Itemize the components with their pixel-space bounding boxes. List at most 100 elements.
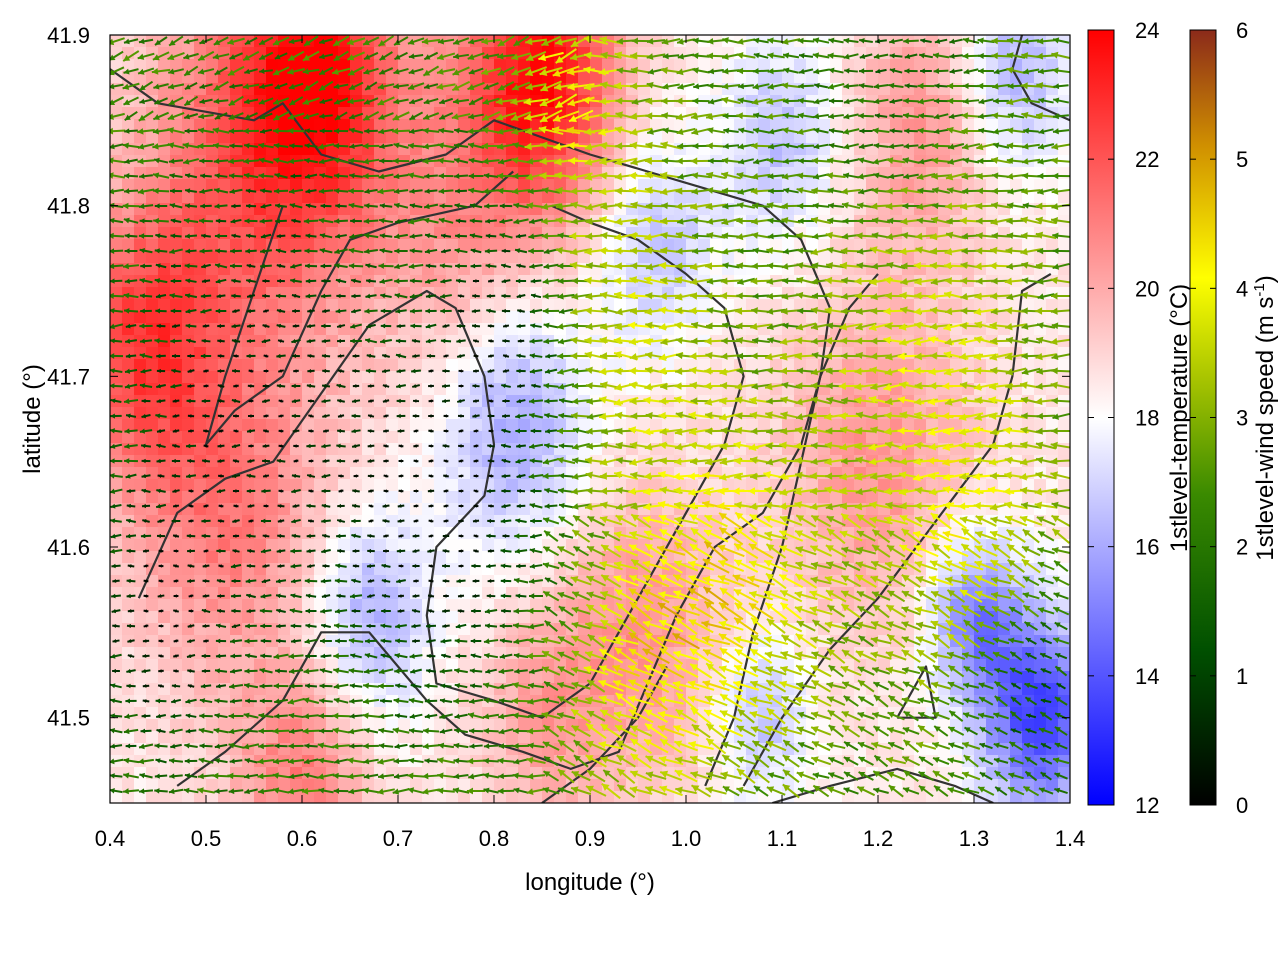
heatmap-cell — [350, 491, 363, 504]
heatmap-cell — [158, 71, 171, 84]
heatmap-cell — [890, 47, 903, 60]
heatmap-cell — [1034, 251, 1047, 264]
heatmap-cell — [290, 59, 303, 72]
heatmap-cell — [218, 767, 231, 780]
heatmap-cell — [842, 59, 855, 72]
heatmap-cell — [398, 587, 411, 600]
heatmap-cell — [254, 191, 267, 204]
heatmap-cell — [314, 731, 327, 744]
heatmap-cell — [242, 71, 255, 84]
heatmap-cell — [710, 179, 723, 192]
heatmap-cell — [974, 47, 987, 60]
heatmap-cell — [338, 659, 351, 672]
heatmap-cell — [554, 227, 567, 240]
heatmap-cell — [290, 251, 303, 264]
heatmap-cell — [422, 467, 435, 480]
heatmap-cell — [182, 419, 195, 432]
heatmap-cell — [902, 311, 915, 324]
heatmap-cell — [278, 731, 291, 744]
heatmap-cell — [746, 179, 759, 192]
heatmap-cell — [362, 431, 375, 444]
heatmap-cell — [290, 167, 303, 180]
heatmap-cell — [842, 671, 855, 684]
heatmap-cell — [134, 143, 147, 156]
heatmap-cell — [182, 179, 195, 192]
heatmap-cell — [458, 563, 471, 576]
heatmap-cell — [506, 383, 519, 396]
heatmap-cell — [326, 551, 339, 564]
heatmap-cell — [230, 611, 243, 624]
heatmap-cell — [170, 683, 183, 696]
heatmap-cell — [134, 539, 147, 552]
heatmap-cell — [650, 731, 663, 744]
heatmap-cell — [254, 491, 267, 504]
heatmap-cell — [134, 119, 147, 132]
heatmap-cell — [398, 767, 411, 780]
heatmap-cell — [458, 239, 471, 252]
heatmap-cell — [386, 263, 399, 276]
heatmap-cell — [878, 131, 891, 144]
heatmap-cell — [278, 671, 291, 684]
heatmap-cell — [158, 623, 171, 636]
heatmap-cell — [482, 551, 495, 564]
heatmap-cell — [302, 71, 315, 84]
heatmap-cell — [386, 743, 399, 756]
heatmap-cell — [710, 59, 723, 72]
heatmap-cell — [410, 467, 423, 480]
heatmap-cell — [170, 431, 183, 444]
heatmap-cell — [434, 179, 447, 192]
heatmap-cell — [530, 71, 543, 84]
heatmap-cell — [950, 131, 963, 144]
heatmap-cell — [110, 251, 123, 264]
heatmap-cell — [1022, 731, 1035, 744]
heatmap-cell — [350, 407, 363, 420]
heatmap-cell — [734, 179, 747, 192]
heatmap-cell — [758, 143, 771, 156]
heatmap-cell — [182, 539, 195, 552]
heatmap-cell — [470, 383, 483, 396]
heatmap-cell — [554, 467, 567, 480]
heatmap-cell — [230, 431, 243, 444]
heatmap-cell — [338, 371, 351, 384]
heatmap-cell — [422, 347, 435, 360]
heatmap-cell — [398, 419, 411, 432]
heatmap-cell — [398, 527, 411, 540]
heatmap-cell — [278, 131, 291, 144]
heatmap-cell — [338, 407, 351, 420]
heatmap-cell — [434, 407, 447, 420]
heatmap-cell — [854, 119, 867, 132]
heatmap-cell — [998, 71, 1011, 84]
heatmap-cell — [362, 371, 375, 384]
heatmap-cell — [278, 743, 291, 756]
heatmap-cell — [962, 59, 975, 72]
heatmap-cell — [830, 71, 843, 84]
heatmap-cell — [110, 623, 123, 636]
heatmap-cell — [386, 179, 399, 192]
heatmap-cell — [446, 95, 459, 108]
heatmap-cell — [362, 479, 375, 492]
heatmap-cell — [386, 359, 399, 372]
heatmap-cell — [938, 239, 951, 252]
heatmap-cell — [698, 59, 711, 72]
heatmap-cell — [398, 179, 411, 192]
heatmap-cell — [110, 431, 123, 444]
heatmap-cell — [866, 59, 879, 72]
heatmap-cell — [506, 563, 519, 576]
heatmap-cell — [326, 47, 339, 60]
heatmap-cell — [278, 551, 291, 564]
heatmap-cell — [122, 179, 135, 192]
heatmap-cell — [998, 179, 1011, 192]
heatmap-cell — [434, 371, 447, 384]
heatmap-cell — [230, 443, 243, 456]
heatmap-cell — [302, 527, 315, 540]
heatmap-cell — [590, 299, 603, 312]
heatmap-cell — [230, 419, 243, 432]
heatmap-cell — [818, 491, 831, 504]
heatmap-cell — [146, 371, 159, 384]
heatmap-cell — [1058, 239, 1070, 252]
heatmap-cell — [458, 191, 471, 204]
heatmap-cell — [638, 251, 651, 264]
heatmap-cell — [266, 287, 279, 300]
heatmap-cell — [242, 131, 255, 144]
heatmap-cell — [266, 323, 279, 336]
